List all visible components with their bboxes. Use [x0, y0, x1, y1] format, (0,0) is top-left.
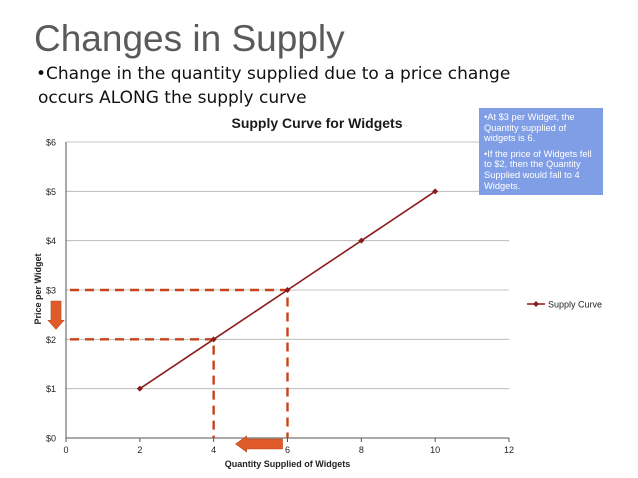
y-tick-label: $4 [46, 236, 56, 246]
x-tick-label: 12 [504, 445, 514, 455]
slide-title: Changes in Supply [34, 18, 345, 59]
y-tick-label: $2 [46, 335, 56, 345]
callout-text-2: •If the price of Widgets fell to $2, the… [484, 148, 592, 191]
x-tick-label: 8 [359, 445, 364, 455]
x-tick-label: 2 [137, 445, 142, 455]
y-tick-label: $6 [46, 138, 56, 148]
data-point [210, 336, 217, 343]
explanation-callout: •At $3 per Widget, the Quantity supplied… [479, 108, 603, 195]
x-tick-label: 6 [285, 445, 290, 455]
data-point [432, 188, 439, 195]
callout-text-1: •At $3 per Widget, the Quantity supplied… [484, 112, 575, 144]
y-tick-label: $1 [46, 384, 56, 394]
x-tick-label: 4 [211, 445, 216, 455]
x-tick-label: 0 [63, 445, 68, 455]
data-point [284, 287, 291, 293]
bullet-text-line-1: •Change in the quantity supplied due to … [36, 64, 511, 84]
legend-label: Supply Curve [548, 300, 602, 310]
data-point [136, 385, 143, 392]
quantity-decrease-arrow [235, 435, 283, 453]
x-tick-label: 10 [430, 445, 440, 455]
x-axis-title: Quantity Supplied of Widgets [225, 459, 350, 469]
y-axis-title: Price per Widget [33, 254, 43, 325]
y-tick-label: $5 [46, 187, 56, 197]
chart-title: Supply Curve for Widgets [231, 115, 402, 131]
data-point [358, 237, 365, 244]
y-tick-label: $0 [46, 434, 56, 444]
y-tick-label: $3 [46, 286, 56, 296]
legend-marker [533, 301, 539, 307]
bullet-text-line-2: occurs ALONG the supply curve [38, 88, 307, 108]
price-decrease-arrow [47, 300, 65, 330]
